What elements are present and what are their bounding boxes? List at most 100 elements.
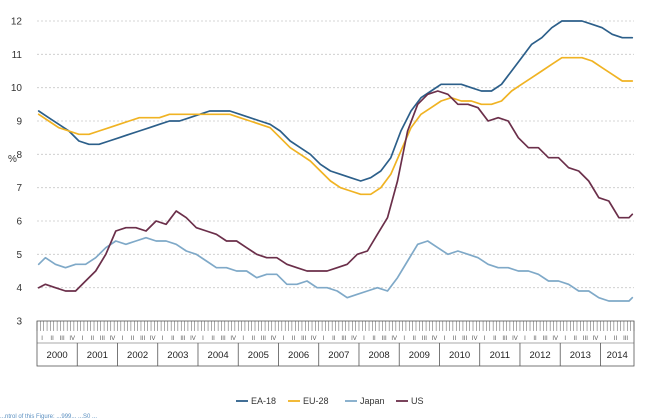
quarter-label: III [422, 336, 427, 342]
quarter-label: I [605, 336, 607, 342]
y-axis-unit-label: % [8, 154, 17, 165]
year-label: 2011 [490, 350, 510, 361]
year-label: 2009 [409, 350, 430, 361]
quarter-label: I [403, 336, 405, 342]
quarter-label: III [543, 336, 548, 342]
year-label: 2007 [328, 350, 349, 361]
quarter-label: III [583, 336, 588, 342]
quarter-label: III [261, 336, 266, 342]
y-tick-label: 11 [12, 50, 23, 61]
quarter-label: I [41, 336, 43, 342]
quarter-label: III [462, 336, 467, 342]
year-label: 2012 [530, 350, 551, 361]
y-tick-label: 5 [16, 250, 22, 261]
quarter-label: I [81, 336, 83, 342]
quarter-label: III [382, 336, 387, 342]
quarter-label: II [211, 336, 215, 342]
quarter-label: I [242, 336, 244, 342]
y-tick-label: 9 [16, 117, 22, 128]
quarter-label: II [50, 336, 54, 342]
quarter-label: II [493, 336, 497, 342]
quarter-label: III [301, 336, 306, 342]
quarter-label: I [524, 336, 526, 342]
quarter-label: II [453, 336, 457, 342]
quarter-label: III [180, 336, 185, 342]
quarter-label: IV [552, 336, 558, 342]
gridlines [37, 20, 634, 289]
quarter-label: IV [593, 336, 599, 342]
quarter-label: III [100, 336, 105, 342]
quarter-label: III [341, 336, 346, 342]
quarter-label: I [484, 336, 486, 342]
quarter-label: IV [190, 336, 196, 342]
y-tick-label: 6 [16, 217, 22, 228]
quarter-label: II [91, 336, 95, 342]
quarter-label: II [413, 336, 417, 342]
quarter-label: II [372, 336, 376, 342]
legend-label: EU-28 [303, 396, 329, 406]
quarter-label: IV [230, 336, 236, 342]
year-label: 2000 [47, 350, 68, 361]
y-tick-label: 3 [16, 317, 22, 328]
year-label: 2002 [127, 350, 148, 361]
quarter-label: III [502, 336, 507, 342]
year-label: 2003 [167, 350, 188, 361]
quarter-label: II [171, 336, 175, 342]
year-label: 2005 [248, 350, 269, 361]
quarter-label: II [332, 336, 336, 342]
quarter-label: III [140, 336, 145, 342]
quarter-label: IV [472, 336, 478, 342]
quarter-label: IV [432, 336, 438, 342]
quarter-label: IV [391, 336, 397, 342]
quarter-label: I [323, 336, 325, 342]
quarter-label: IV [311, 336, 317, 342]
footnote: ...ntrol of this Figure: ...999... ...S0… [0, 414, 97, 420]
quarter-label: II [252, 336, 256, 342]
legend-label: Japan [360, 396, 385, 406]
quarter-label: IV [512, 336, 518, 342]
quarter-label: I [202, 336, 204, 342]
quarter-label: II [292, 336, 296, 342]
year-label: 2010 [449, 350, 470, 361]
quarter-label: I [444, 336, 446, 342]
quarter-label: IV [150, 336, 156, 342]
y-tick-label: 7 [16, 183, 22, 194]
y-axis: % 3 4 5 6 7 8 9 10 11 12 [8, 17, 22, 328]
quarter-label: II [574, 336, 578, 342]
quarter-label: III [623, 336, 628, 342]
y-tick-label: 12 [11, 17, 23, 28]
quarter-label: I [564, 336, 566, 342]
series-lines [37, 20, 634, 302]
series-line-us [37, 90, 634, 292]
year-label: 2001 [87, 350, 108, 361]
quarter-label: IV [110, 336, 116, 342]
legend-label: EA-18 [251, 396, 276, 406]
year-label: 2013 [570, 350, 591, 361]
quarter-label: I [283, 336, 285, 342]
quarter-label: I [122, 336, 124, 342]
quarter-label: I [162, 336, 164, 342]
quarter-label: I [363, 336, 365, 342]
quarter-label: IV [351, 336, 357, 342]
legend: EA-18 EU-28 Japan US [236, 396, 424, 406]
year-label: 2006 [288, 350, 309, 361]
y-tick-label: 10 [11, 83, 23, 94]
year-label: 2004 [208, 350, 229, 361]
y-tick-label: 8 [16, 150, 22, 161]
quarter-label: II [533, 336, 537, 342]
year-label: 2014 [607, 350, 628, 361]
quarter-label: IV [69, 336, 75, 342]
quarter-label: II [614, 336, 618, 342]
year-label: 2008 [369, 350, 390, 361]
quarter-label: III [221, 336, 226, 342]
quarter-label: III [60, 336, 65, 342]
legend-label: US [411, 396, 424, 406]
y-tick-label: 4 [16, 283, 22, 294]
series-line-eu-28 [37, 56, 634, 196]
series-line-ea-18 [37, 20, 634, 182]
quarter-label: II [131, 336, 135, 342]
series-line-japan [37, 236, 634, 302]
quarter-label: IV [271, 336, 277, 342]
